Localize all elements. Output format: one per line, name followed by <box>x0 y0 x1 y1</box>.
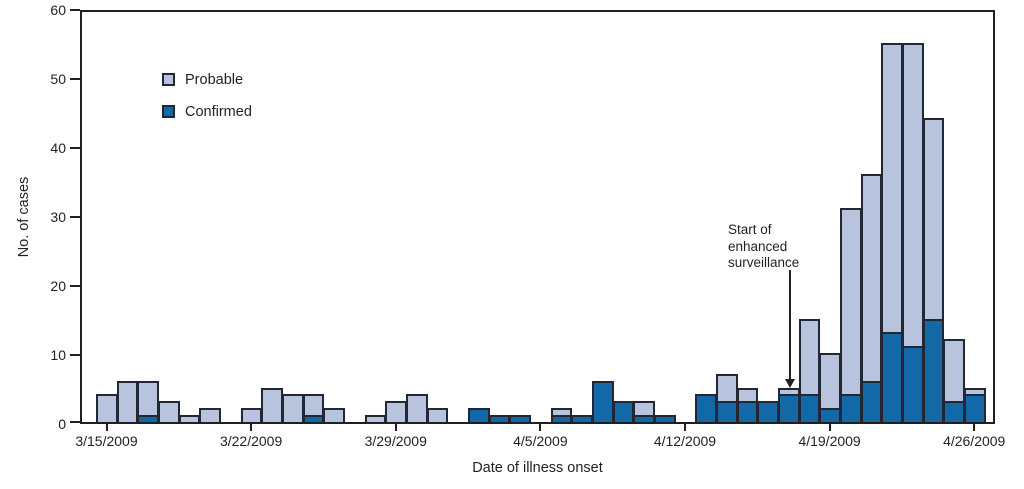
bar-3-24-2009 <box>282 394 304 422</box>
annotation-arrow-line <box>789 270 792 379</box>
bar-4-13-2009 <box>695 394 717 422</box>
y-tick-label-10: 10 <box>50 347 66 363</box>
bar-confirmed-segment <box>798 394 821 422</box>
bar-3-31-2009 <box>426 408 449 422</box>
bar-3-29-2009 <box>385 401 408 422</box>
bar-4-26-2009 <box>963 387 986 422</box>
bar-4-9-2009 <box>612 401 635 422</box>
bar-4-25-2009 <box>943 339 965 422</box>
x-tick-4-19-2009 <box>828 424 831 431</box>
x-tick-label-3-22-2009: 3/22/2009 <box>219 433 283 449</box>
bar-4-19-2009 <box>819 353 841 422</box>
bar-confirmed-segment <box>715 401 738 422</box>
x-axis-title: Date of illness onset <box>472 460 603 476</box>
y-tick-10 <box>70 354 80 356</box>
bar-4-15-2009 <box>736 387 759 422</box>
bar-confirmed-segment <box>777 394 800 422</box>
y-tick-30 <box>70 216 80 218</box>
bar-3-23-2009 <box>261 387 284 422</box>
annotation-arrow-head <box>785 378 796 388</box>
bar-4-3-2009 <box>488 415 511 422</box>
bar-4-18-2009 <box>798 318 821 422</box>
bar-confirmed-segment <box>819 408 841 422</box>
y-tick-40 <box>70 147 80 149</box>
bar-confirmed-segment <box>963 394 986 422</box>
x-tick-label-4-12-2009: 4/12/2009 <box>653 433 717 449</box>
x-tick-3-29-2009 <box>394 424 397 431</box>
y-tick-50 <box>70 78 80 80</box>
bar-4-6-2009 <box>550 408 573 422</box>
bar-confirmed-segment <box>922 318 945 422</box>
bar-3-25-2009 <box>302 394 325 422</box>
x-tick-4-26-2009 <box>973 424 976 431</box>
bar-3-26-2009 <box>323 408 346 422</box>
plot-area: Probable Confirmed Start of enhanced sur… <box>80 10 995 424</box>
x-tick-label-3-15-2009: 3/15/2009 <box>75 433 138 449</box>
bar-4-16-2009 <box>757 401 779 422</box>
bar-4-24-2009 <box>922 118 945 422</box>
bar-confirmed-segment <box>860 380 883 422</box>
bar-confirmed-segment <box>901 346 924 422</box>
bar-3-17-2009 <box>137 380 160 422</box>
bar-4-21-2009 <box>860 173 883 422</box>
bar-4-20-2009 <box>839 208 862 422</box>
x-tick-label-3-29-2009: 3/29/2009 <box>364 433 427 449</box>
bar-4-14-2009 <box>715 373 738 422</box>
bar-confirmed-segment <box>550 415 573 422</box>
annotation-line-1: Start of <box>728 222 772 237</box>
confirmed-swatch <box>162 105 175 118</box>
bar-confirmed-segment <box>302 415 325 422</box>
bar-confirmed-segment <box>736 401 759 422</box>
legend-label-confirmed: Confirmed <box>185 103 252 120</box>
y-tick-label-40: 40 <box>50 140 66 156</box>
bar-4-10-2009 <box>633 401 655 422</box>
bar-4-11-2009 <box>653 415 676 422</box>
bar-4-7-2009 <box>571 415 593 422</box>
y-tick-label-0: 0 <box>58 416 66 432</box>
bar-3-15-2009 <box>96 394 118 422</box>
x-tick-3-15-2009 <box>105 424 108 431</box>
y-tick-60 <box>70 9 80 11</box>
bar-4-4-2009 <box>509 415 532 422</box>
x-tick-3-22-2009 <box>250 424 253 431</box>
bar-3-22-2009 <box>240 408 263 422</box>
y-tick-label-60: 60 <box>50 2 66 18</box>
x-tick-label-4-5-2009: 4/5/2009 <box>513 433 568 449</box>
y-tick-label-50: 50 <box>50 71 66 87</box>
bar-3-30-2009 <box>406 394 428 422</box>
bar-3-18-2009 <box>158 401 180 422</box>
legend: Probable Confirmed <box>162 72 252 136</box>
legend-label-probable: Probable <box>185 71 244 88</box>
bar-4-8-2009 <box>592 380 614 422</box>
bar-4-2-2009 <box>468 408 490 422</box>
y-tick-label-30: 30 <box>50 209 66 225</box>
bar-3-28-2009 <box>364 415 387 422</box>
bar-confirmed-segment <box>839 394 862 422</box>
y-tick-20 <box>70 285 80 287</box>
bar-confirmed-segment <box>137 415 160 422</box>
x-tick-label-4-26-2009: 4/26/2009 <box>943 433 1006 449</box>
x-tick-label-4-19-2009: 4/19/2009 <box>798 433 861 449</box>
bar-confirmed-segment <box>633 415 655 422</box>
bar-4-22-2009 <box>881 42 903 422</box>
y-tick-0 <box>70 421 80 423</box>
bar-confirmed-segment <box>943 401 965 422</box>
annotation-line-2: enhanced <box>728 238 788 254</box>
x-tick-4-12-2009 <box>683 424 686 431</box>
surveillance-annotation: Start of enhanced surveillance <box>728 222 838 272</box>
bar-4-17-2009 <box>777 387 800 422</box>
y-tick-label-20: 20 <box>50 278 66 294</box>
legend-item-confirmed: Confirmed <box>162 103 252 120</box>
bar-3-16-2009 <box>116 380 139 422</box>
bar-3-19-2009 <box>178 415 201 422</box>
annotation-line-3: surveillance <box>728 255 800 270</box>
bar-4-23-2009 <box>901 42 924 422</box>
bar-confirmed-segment <box>881 332 903 422</box>
x-tick-4-5-2009 <box>539 424 542 431</box>
legend-item-probable: Probable <box>162 71 252 88</box>
probable-swatch <box>162 73 175 86</box>
bar-3-20-2009 <box>199 408 222 422</box>
